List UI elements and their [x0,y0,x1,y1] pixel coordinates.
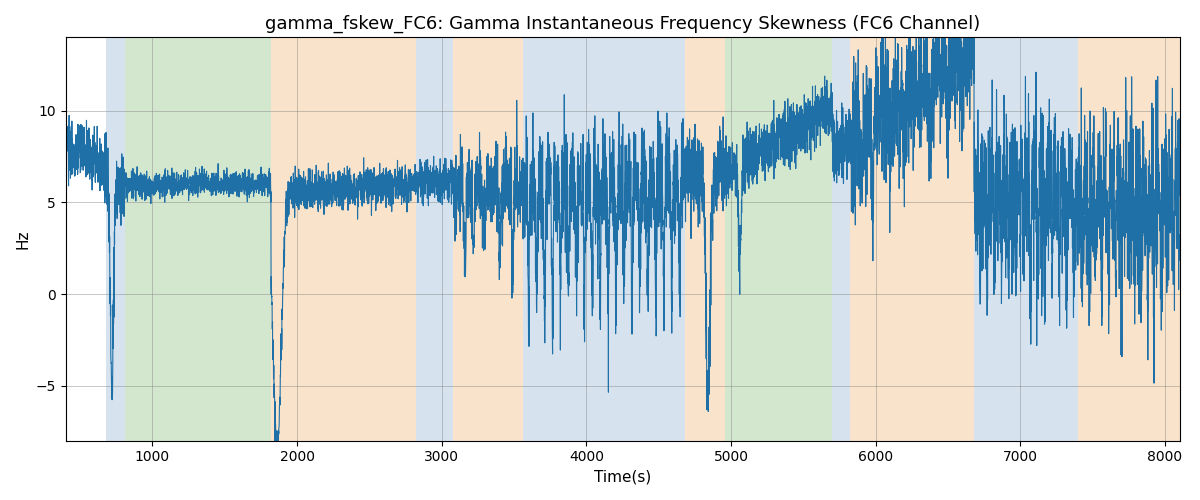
Bar [833,38,850,440]
Bar [454,38,523,440]
Bar [415,38,454,440]
Bar [974,38,1079,440]
Bar [1079,38,1180,440]
Bar [685,38,725,440]
Bar [850,38,974,440]
Bar [725,38,833,440]
Title: gamma_fskew_FC6: Gamma Instantaneous Frequency Skewness (FC6 Channel): gamma_fskew_FC6: Gamma Instantaneous Fre… [265,15,980,34]
Bar [523,38,685,440]
Bar [125,38,271,440]
Y-axis label: Hz: Hz [16,230,30,249]
Bar [106,38,125,440]
X-axis label: Time(s): Time(s) [594,470,652,485]
Bar [271,38,415,440]
